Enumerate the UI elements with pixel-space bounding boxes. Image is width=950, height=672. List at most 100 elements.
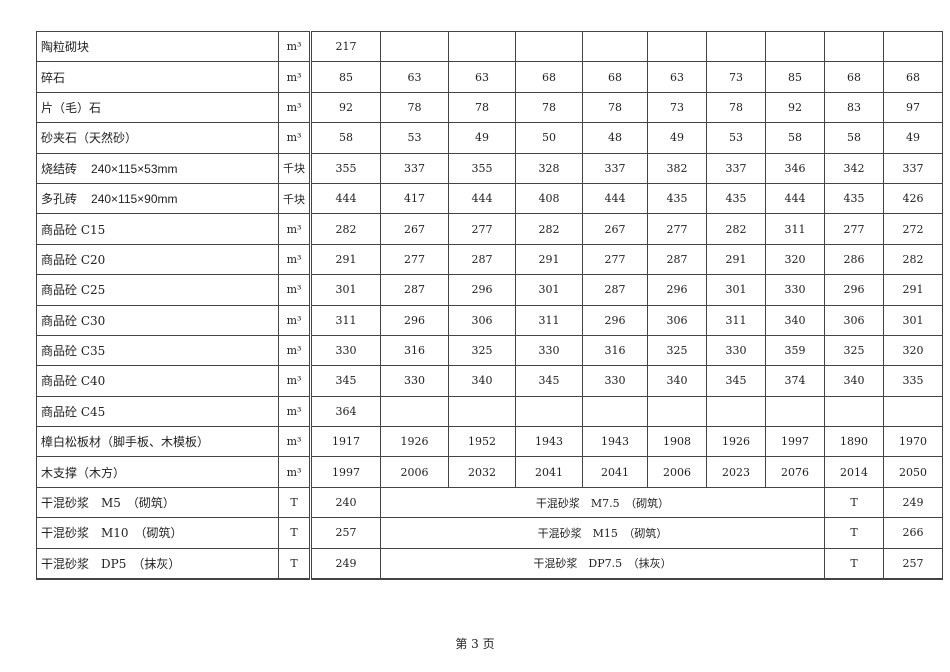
material-label: 陶粒砌块 bbox=[41, 40, 90, 55]
price-cell: 435 bbox=[706, 182, 766, 215]
material-name: 干混砂浆 M10 （砌筑） bbox=[36, 517, 279, 549]
price-cell bbox=[765, 395, 825, 428]
price-cell: 296 bbox=[582, 304, 648, 336]
price-cell: 301 bbox=[706, 274, 766, 306]
price-cell: 78 bbox=[515, 91, 583, 124]
price-cell: 2041 bbox=[582, 456, 648, 488]
table-row: 木支撑（木方） m³ 1997 2006 2032 2041 2041 2006 2023 207… bbox=[36, 456, 943, 488]
unit-cell: m³ bbox=[278, 426, 312, 458]
material-name: 片（毛）石 bbox=[36, 91, 279, 124]
material-spec: 240×115×90mm bbox=[91, 192, 178, 207]
material-name: 多孔砖 240×115×90mm bbox=[36, 182, 279, 215]
price-cell: 408 bbox=[515, 182, 583, 215]
table-row: 干混砂浆 DP5 （抹灰） T 249 干混砂浆 DP7.5 （抹灰） T 257 bbox=[36, 547, 943, 581]
price-cell: 335 bbox=[883, 365, 943, 397]
price-cell: 53 bbox=[706, 122, 766, 154]
price-cell: 282 bbox=[883, 243, 943, 276]
material-label: 商品砼 C40 bbox=[41, 374, 106, 389]
price-cell: 92 bbox=[765, 91, 825, 124]
price-cell: 277 bbox=[582, 243, 648, 276]
price-cell: 296 bbox=[824, 274, 884, 306]
unit-cell: T bbox=[824, 547, 884, 581]
price-cell: 50 bbox=[515, 122, 583, 154]
material-label: 商品砼 C25 bbox=[41, 283, 106, 298]
price-cell bbox=[582, 395, 648, 428]
price-cell: 282 bbox=[706, 213, 766, 245]
price-cell: 330 bbox=[706, 334, 766, 367]
price-cell: 355 bbox=[310, 152, 381, 184]
price-cell: 296 bbox=[380, 304, 449, 336]
price-cell: 325 bbox=[448, 334, 516, 367]
price-cell: 272 bbox=[883, 213, 943, 245]
price-cell bbox=[883, 395, 943, 428]
material-name: 商品砼 C25 bbox=[36, 274, 279, 306]
price-table: 陶粒砌块 m³ 217 碎石 m³ 85 63 63 68 68 63 73 85 68 68 片（毛）石 m³… bbox=[36, 30, 943, 581]
price-cell: 311 bbox=[310, 304, 381, 336]
price-cell: 1970 bbox=[883, 426, 943, 458]
price-cell: 330 bbox=[515, 334, 583, 367]
material-label: 商品砼 C15 bbox=[41, 222, 106, 237]
material-name: 干混砂浆 DP5 （抹灰） bbox=[36, 547, 279, 581]
price-cell bbox=[582, 30, 648, 63]
price-cell: 328 bbox=[515, 152, 583, 184]
price-cell: 330 bbox=[582, 365, 648, 397]
price-cell: 330 bbox=[310, 334, 381, 367]
price-cell: 1926 bbox=[380, 426, 449, 458]
price-cell: 337 bbox=[582, 152, 648, 184]
price-cell: 257 bbox=[883, 547, 943, 581]
table-row: 片（毛）石 m³ 92 78 78 78 78 73 78 92 83 97 bbox=[36, 91, 943, 124]
price-cell bbox=[448, 30, 516, 63]
price-cell bbox=[448, 395, 516, 428]
price-cell bbox=[765, 30, 825, 63]
price-cell: 311 bbox=[706, 304, 766, 336]
price-cell: 306 bbox=[448, 304, 516, 336]
price-cell: 1952 bbox=[448, 426, 516, 458]
price-cell: 345 bbox=[515, 365, 583, 397]
table-row: 樟白松板材（脚手板、木模板） m³ 1917 1926 1952 1943 1943 1908… bbox=[36, 426, 943, 458]
material-label: 砂夹石（天然砂） bbox=[41, 131, 138, 146]
table-row: 商品砼 C25 m³ 301 287 296 301 287 296 301 330 296 291 bbox=[36, 274, 943, 306]
unit-cell: m³ bbox=[278, 30, 312, 63]
price-cell: 2006 bbox=[380, 456, 449, 488]
price-cell: 337 bbox=[380, 152, 449, 184]
unit-cell: m³ bbox=[278, 304, 312, 336]
price-cell: 73 bbox=[706, 61, 766, 93]
price-cell: 435 bbox=[647, 182, 707, 215]
table-row: 商品砼 C40 m³ 345 330 340 345 330 340 345 374 340 335 bbox=[36, 365, 943, 397]
price-cell: 291 bbox=[310, 243, 381, 276]
material-name: 砂夹石（天然砂） bbox=[36, 122, 279, 154]
price-cell: 63 bbox=[448, 61, 516, 93]
price-cell: 320 bbox=[765, 243, 825, 276]
price-cell: 1926 bbox=[706, 426, 766, 458]
price-cell: 287 bbox=[448, 243, 516, 276]
price-cell: 58 bbox=[765, 122, 825, 154]
table-row: 商品砼 C30 m³ 311 296 306 311 296 306 311 340 306 301 bbox=[36, 304, 943, 336]
price-cell bbox=[706, 30, 766, 63]
material-label: 商品砼 C30 bbox=[41, 313, 106, 328]
price-cell bbox=[380, 30, 449, 63]
price-cell: 340 bbox=[765, 304, 825, 336]
price-cell: 330 bbox=[765, 274, 825, 306]
material-name: 碎石 bbox=[36, 61, 279, 93]
table-row: 商品砼 C35 m³ 330 316 325 330 316 325 330 359 325 320 bbox=[36, 334, 943, 367]
price-cell: 340 bbox=[824, 365, 884, 397]
price-cell: 1917 bbox=[310, 426, 381, 458]
price-cell: 444 bbox=[582, 182, 648, 215]
price-cell: 68 bbox=[824, 61, 884, 93]
price-cell: 48 bbox=[582, 122, 648, 154]
unit-cell: m³ bbox=[278, 213, 312, 245]
price-cell: 73 bbox=[647, 91, 707, 124]
price-cell: 444 bbox=[310, 182, 381, 215]
price-cell: 277 bbox=[380, 243, 449, 276]
price-cell: 68 bbox=[515, 61, 583, 93]
unit-cell: T bbox=[278, 486, 312, 519]
price-cell: 311 bbox=[765, 213, 825, 245]
price-cell: 435 bbox=[824, 182, 884, 215]
unit-cell: m³ bbox=[278, 122, 312, 154]
material-name: 烧结砖 240×115×53mm bbox=[36, 152, 279, 184]
price-cell: 296 bbox=[448, 274, 516, 306]
price-cell: 320 bbox=[883, 334, 943, 367]
material-name: 商品砼 C40 bbox=[36, 365, 279, 397]
price-cell: 374 bbox=[765, 365, 825, 397]
price-cell: 282 bbox=[310, 213, 381, 245]
